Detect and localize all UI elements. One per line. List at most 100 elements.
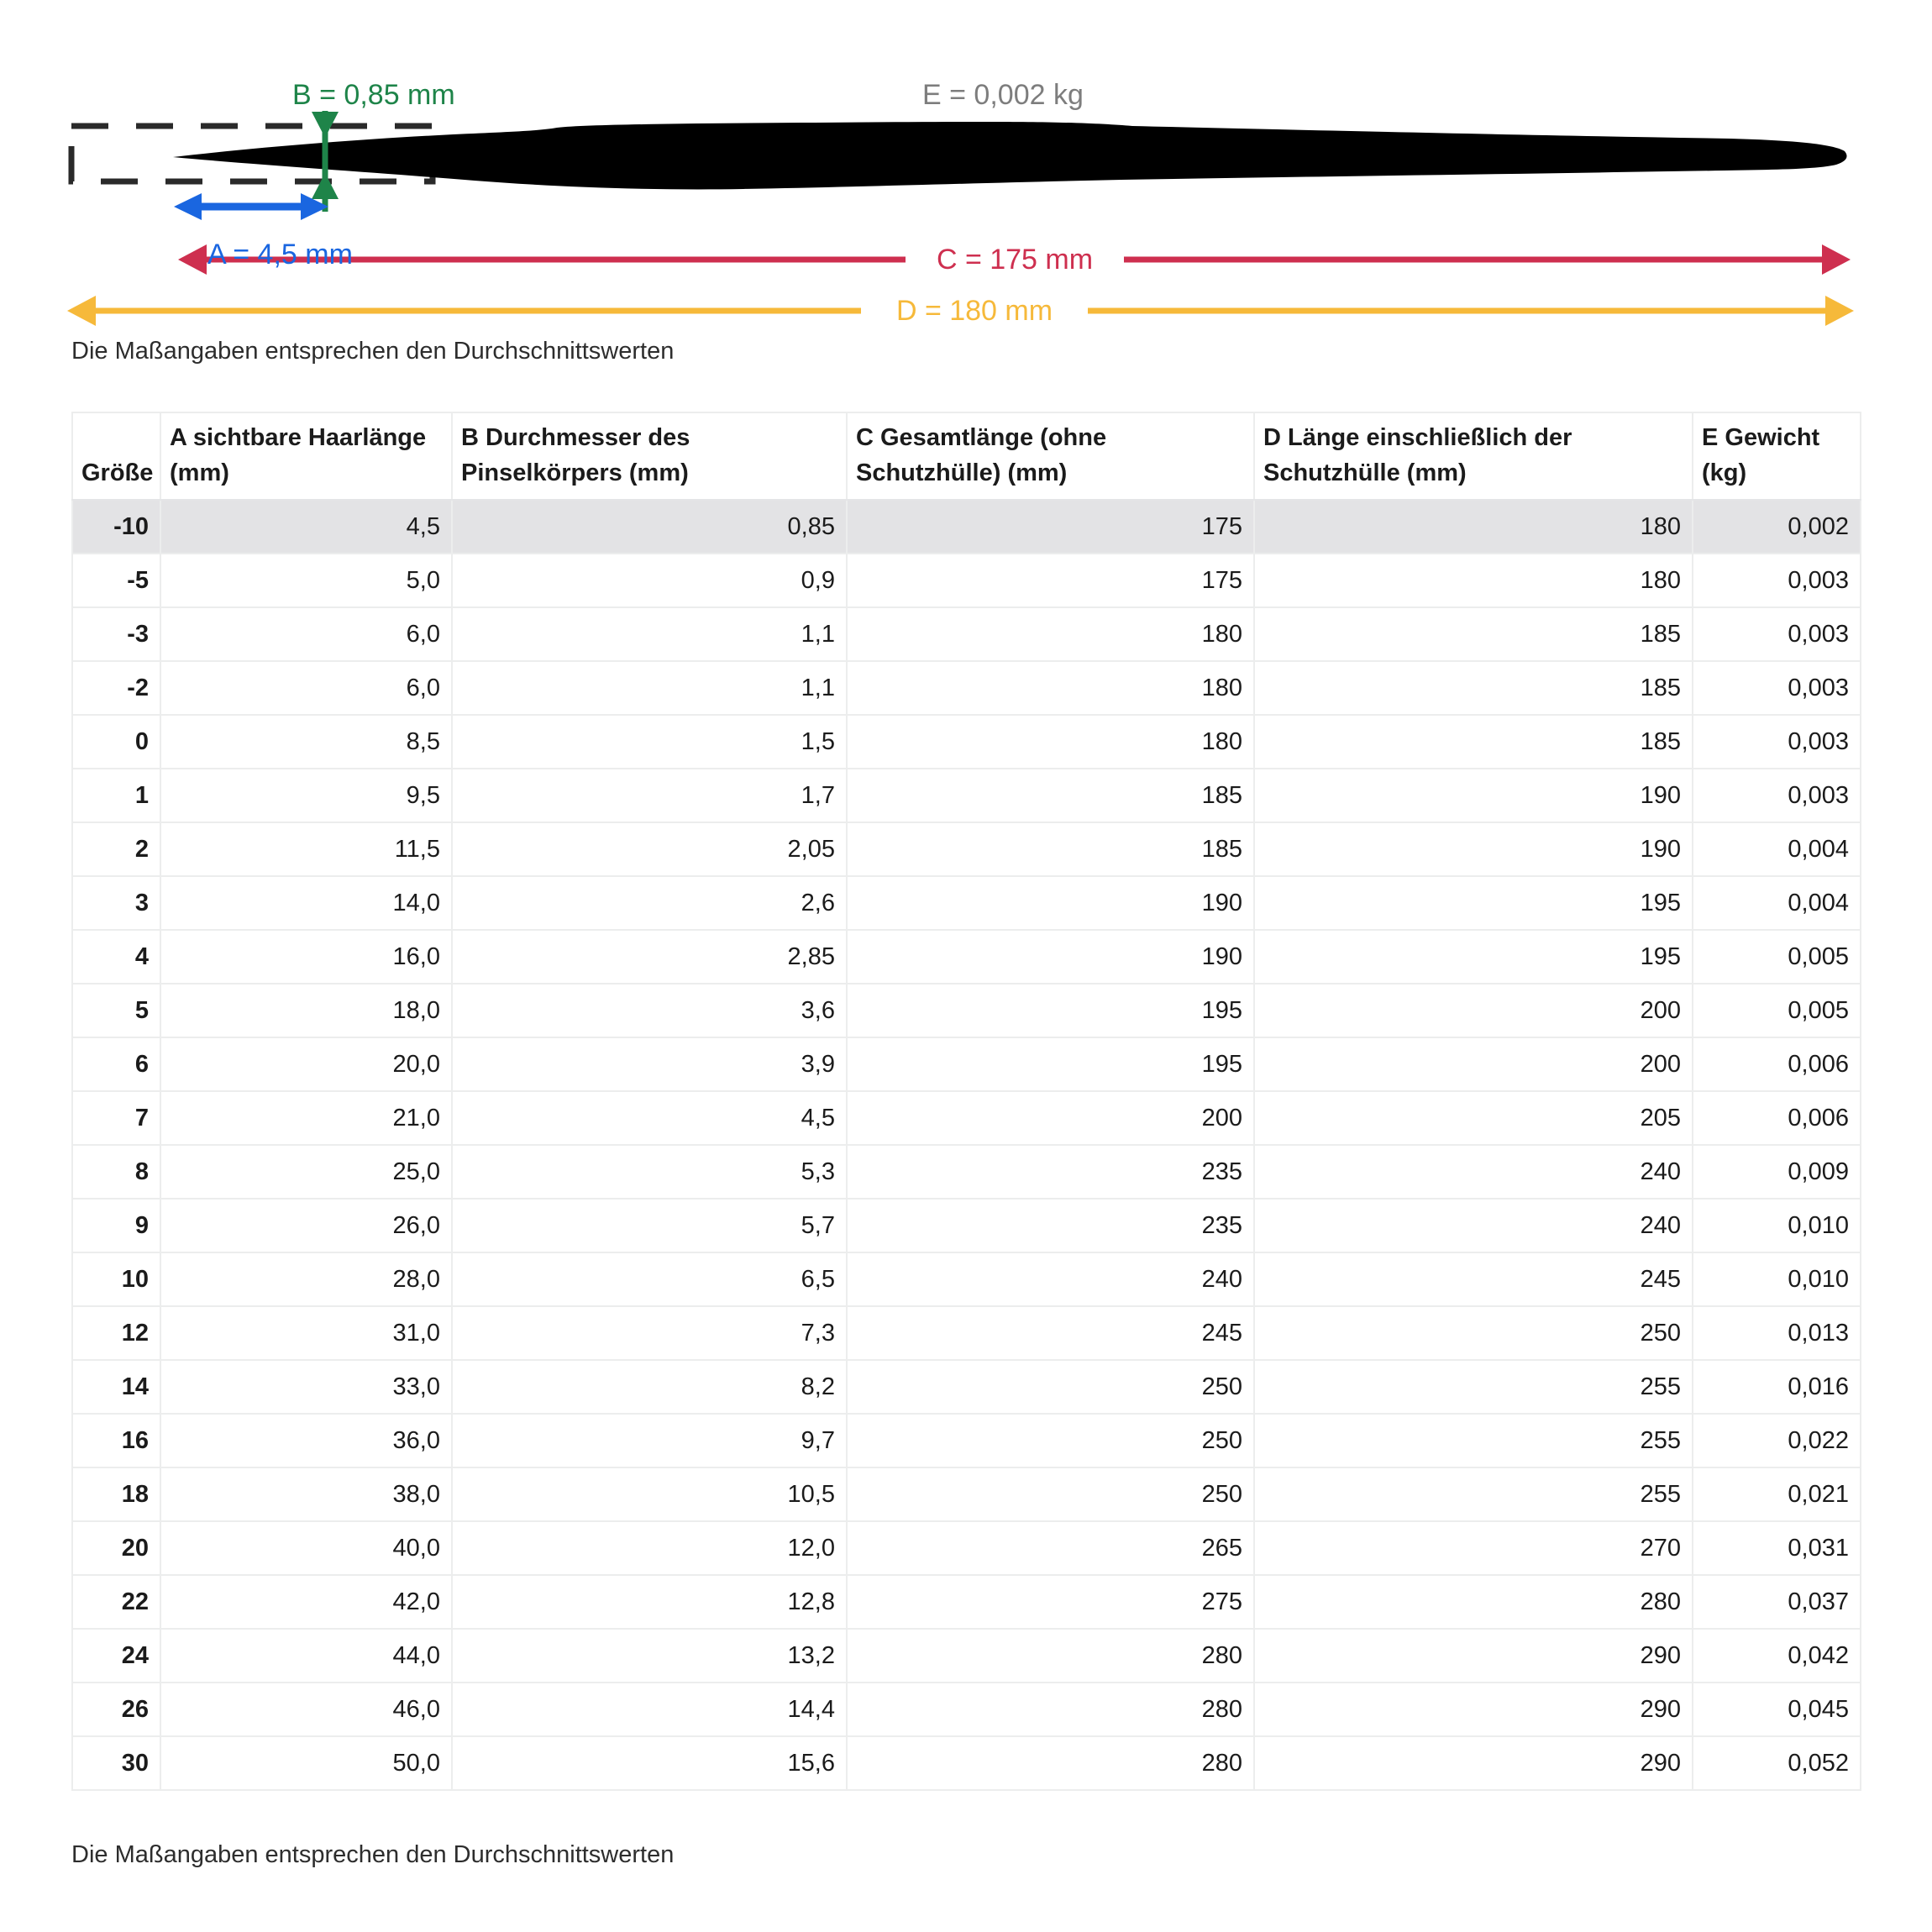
value-cell: 245 xyxy=(847,1306,1255,1361)
table-row: 26 46,0 14,4 280 290 0,045 xyxy=(72,1683,1861,1737)
value-cell: 255 xyxy=(1254,1467,1693,1522)
value-cell: 250 xyxy=(847,1414,1255,1468)
value-cell: 250 xyxy=(847,1467,1255,1522)
value-cell: 250 xyxy=(1254,1306,1693,1361)
dimensions-table: Größe A sichtbare Haarlänge (mm) B Durch… xyxy=(71,412,1861,1791)
value-cell: 3,9 xyxy=(452,1037,848,1092)
size-cell: 7 xyxy=(72,1091,161,1146)
size-cell: 22 xyxy=(72,1575,161,1630)
value-cell: 33,0 xyxy=(160,1360,453,1415)
value-cell: 0,9 xyxy=(452,554,848,608)
value-cell: 46,0 xyxy=(160,1683,453,1737)
header-d-length-with-cap: D Länge einschließlich der Schutzhülle (… xyxy=(1254,412,1693,501)
size-cell: 14 xyxy=(72,1360,161,1415)
value-cell: 1,1 xyxy=(452,661,848,716)
size-cell: -5 xyxy=(72,554,161,608)
value-cell: 25,0 xyxy=(160,1145,453,1200)
value-cell: 180 xyxy=(1254,554,1693,608)
table-row: -5 5,0 0,9 175 180 0,003 xyxy=(72,554,1861,608)
value-cell: 0,052 xyxy=(1693,1736,1861,1791)
measure-c-arrow xyxy=(178,244,1851,275)
value-cell: 240 xyxy=(1254,1199,1693,1253)
value-cell: 0,003 xyxy=(1693,554,1861,608)
value-cell: 180 xyxy=(847,661,1255,716)
value-cell: 185 xyxy=(1254,661,1693,716)
value-cell: 240 xyxy=(847,1252,1255,1307)
value-cell: 0,002 xyxy=(1693,500,1861,554)
size-cell: 10 xyxy=(72,1252,161,1307)
value-cell: 2,85 xyxy=(452,930,848,984)
table-row: 24 44,0 13,2 280 290 0,042 xyxy=(72,1629,1861,1683)
value-cell: 0,005 xyxy=(1693,984,1861,1038)
label-e-weight: E = 0,002 kg xyxy=(922,79,1084,111)
value-cell: 16,0 xyxy=(160,930,453,984)
size-cell: 1 xyxy=(72,769,161,823)
label-a-hair-length: A = 4,5 mm xyxy=(207,239,353,270)
value-cell: 290 xyxy=(1254,1629,1693,1683)
value-cell: 0,85 xyxy=(452,500,848,554)
value-cell: 0,021 xyxy=(1693,1467,1861,1522)
value-cell: 0,003 xyxy=(1693,715,1861,769)
size-cell: 4 xyxy=(72,930,161,984)
value-cell: 195 xyxy=(847,984,1255,1038)
value-cell: 290 xyxy=(1254,1683,1693,1737)
value-cell: 280 xyxy=(847,1736,1255,1791)
table-row: 7 21,0 4,5 200 205 0,006 xyxy=(72,1091,1861,1146)
value-cell: 190 xyxy=(1254,769,1693,823)
value-cell: 20,0 xyxy=(160,1037,453,1092)
value-cell: 235 xyxy=(847,1145,1255,1200)
value-cell: 42,0 xyxy=(160,1575,453,1630)
table-row: 9 26,0 5,7 235 240 0,010 xyxy=(72,1199,1861,1253)
value-cell: 18,0 xyxy=(160,984,453,1038)
value-cell: 270 xyxy=(1254,1521,1693,1576)
value-cell: 280 xyxy=(847,1683,1255,1737)
value-cell: 9,5 xyxy=(160,769,453,823)
value-cell: 190 xyxy=(847,876,1255,931)
table-row: -10 4,5 0,85 175 180 0,002 xyxy=(72,500,1861,554)
label-b-diameter: B = 0,85 mm xyxy=(292,79,455,111)
label-d-length-with-cap: D = 180 mm xyxy=(895,295,1053,327)
value-cell: 8,5 xyxy=(160,715,453,769)
value-cell: 0,005 xyxy=(1693,930,1861,984)
value-cell: 280 xyxy=(1254,1575,1693,1630)
value-cell: 15,6 xyxy=(452,1736,848,1791)
brush-silhouette xyxy=(173,122,1847,190)
value-cell: 0,016 xyxy=(1693,1360,1861,1415)
value-cell: 2,05 xyxy=(452,822,848,877)
table-row: -3 6,0 1,1 180 185 0,003 xyxy=(72,607,1861,662)
size-cell: 0 xyxy=(72,715,161,769)
value-cell: 0,004 xyxy=(1693,822,1861,877)
value-cell: 21,0 xyxy=(160,1091,453,1146)
value-cell: 0,013 xyxy=(1693,1306,1861,1361)
measure-d-arrow xyxy=(67,296,1854,326)
size-cell: -2 xyxy=(72,661,161,716)
value-cell: 180 xyxy=(1254,500,1693,554)
value-cell: 265 xyxy=(847,1521,1255,1576)
table-row: -2 6,0 1,1 180 185 0,003 xyxy=(72,661,1861,716)
value-cell: 6,5 xyxy=(452,1252,848,1307)
table-body: -10 4,5 0,85 175 180 0,002 -5 5,0 0,9 175 180 0,003… xyxy=(72,500,1861,1791)
value-cell: 13,2 xyxy=(452,1629,848,1683)
table-row: 22 42,0 12,8 275 280 0,037 xyxy=(72,1575,1861,1630)
measurements-note-top: Die Maßangaben entsprechen den Durchschn… xyxy=(71,338,675,365)
value-cell: 14,4 xyxy=(452,1683,848,1737)
value-cell: 4,5 xyxy=(452,1091,848,1146)
value-cell: 0,031 xyxy=(1693,1521,1861,1576)
value-cell: 50,0 xyxy=(160,1736,453,1791)
value-cell: 0,003 xyxy=(1693,769,1861,823)
value-cell: 8,2 xyxy=(452,1360,848,1415)
value-cell: 26,0 xyxy=(160,1199,453,1253)
size-cell: 24 xyxy=(72,1629,161,1683)
value-cell: 245 xyxy=(1254,1252,1693,1307)
size-cell: 2 xyxy=(72,822,161,877)
value-cell: 195 xyxy=(847,1037,1255,1092)
value-cell: 185 xyxy=(1254,607,1693,662)
value-cell: 1,1 xyxy=(452,607,848,662)
table-row: 1 9,5 1,7 185 190 0,003 xyxy=(72,769,1861,823)
value-cell: 1,7 xyxy=(452,769,848,823)
value-cell: 3,6 xyxy=(452,984,848,1038)
size-cell: -3 xyxy=(72,607,161,662)
measurements-note-bottom: Die Maßangaben entsprechen den Durchschn… xyxy=(71,1841,675,1868)
value-cell: 255 xyxy=(1254,1414,1693,1468)
